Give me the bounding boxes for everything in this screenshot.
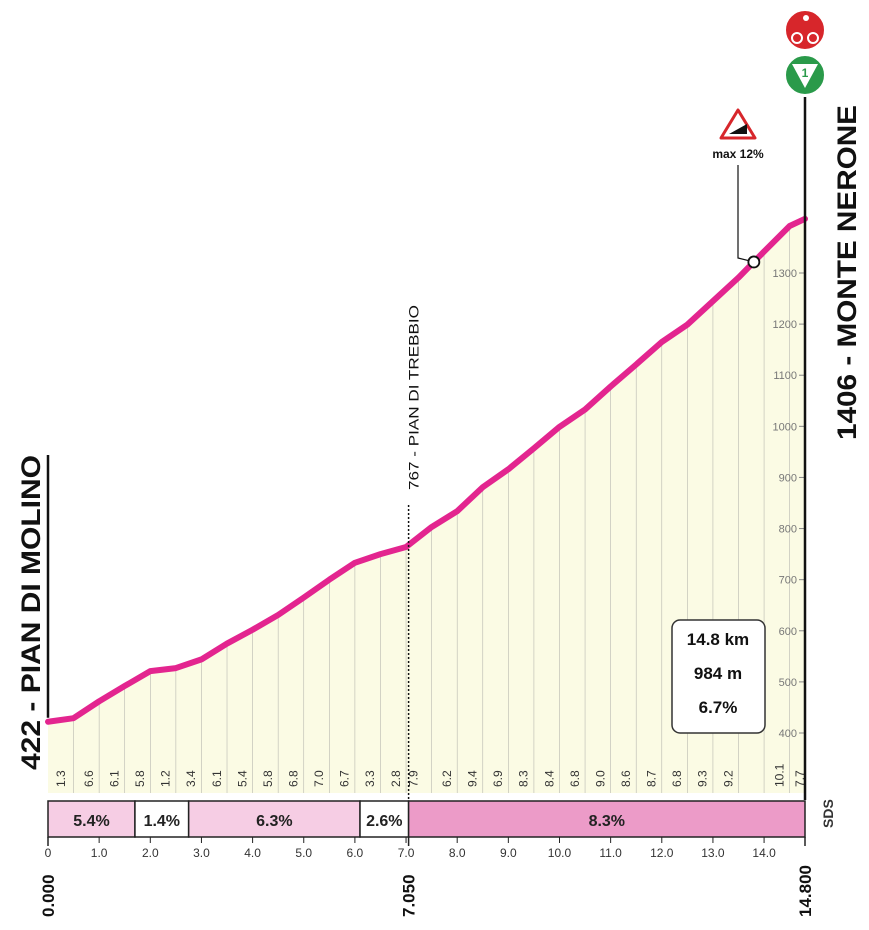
category: 1 — [802, 66, 809, 80]
x-tick-label: 14.0 — [752, 846, 776, 860]
gradient-label: 6.2 — [440, 770, 454, 787]
gradient-label: 7.0 — [312, 770, 326, 787]
gradient-label: 9.4 — [466, 770, 480, 787]
logo: SDS — [820, 799, 836, 828]
summary-text: 14.8 km — [687, 630, 749, 649]
category-triangle — [792, 64, 818, 88]
y-tick-label: 600 — [779, 626, 797, 638]
gradient-label: 8.7 — [645, 770, 659, 787]
gradient-label: 6.7 — [338, 770, 352, 787]
y-tick-label: 900 — [779, 472, 797, 484]
gradient-label: 7.9 — [407, 770, 421, 787]
gradient-label: 5.8 — [261, 770, 275, 787]
gradient-label: 5.8 — [133, 770, 147, 787]
gradient-label: 8.6 — [619, 770, 633, 787]
section-label: 1.4% — [144, 813, 180, 830]
gradient-label: 6.1 — [107, 770, 121, 787]
y-tick-label: 1100 — [773, 370, 797, 382]
y-tick-label: 800 — [779, 524, 797, 536]
km-marker-label: 7.050 — [400, 874, 419, 917]
start-label: 422 - PIAN DI MOLINO — [16, 455, 46, 770]
section — [47, 800, 136, 838]
gradient-label: 1.3 — [54, 770, 68, 787]
end-label: 1406 - MONTE NERONE — [832, 105, 862, 440]
wheel — [807, 32, 819, 44]
gradient-label: 3.4 — [184, 770, 198, 787]
section — [134, 800, 190, 838]
section-label: 8.3% — [589, 813, 625, 830]
y-tick-label: 400 — [779, 728, 797, 740]
gradient-label: 8.4 — [542, 770, 556, 787]
gradient-label: 6.8 — [287, 770, 301, 787]
x-tick-label: 2.0 — [142, 846, 159, 860]
y-tick-label: 700 — [779, 575, 797, 587]
section — [187, 800, 361, 838]
x-tick-label: 5.0 — [295, 846, 312, 860]
gradient-label: 2.8 — [389, 770, 403, 787]
waypoint-label: 767 - PIAN DI TREBBIO — [406, 305, 422, 490]
gradient-label: 9.3 — [696, 770, 710, 787]
annotation-text: max 12% — [712, 147, 764, 161]
gradient-label: 10.1 — [772, 763, 786, 787]
gradient-label: 9.0 — [593, 770, 607, 787]
x-tick-label: 0 — [45, 846, 52, 860]
profile-line — [45, 215, 808, 725]
wheel — [791, 32, 803, 44]
summary-text: 6.7% — [699, 698, 738, 717]
x-tick-label: 1.0 — [91, 846, 108, 860]
gradient-label: 6.8 — [568, 770, 582, 787]
km-marker-label: 14.800 — [796, 865, 815, 917]
annotation-leader — [737, 165, 754, 263]
section — [407, 800, 806, 838]
gradient-label: 3.3 — [363, 770, 377, 787]
x-tick-label: 7.0 — [398, 846, 415, 860]
rider — [803, 15, 809, 21]
summary-text: 984 m — [694, 664, 742, 683]
gradient-label: 1.2 — [159, 770, 173, 787]
x-tick-label: 10.0 — [548, 846, 572, 860]
gradient-label: 6.6 — [82, 770, 96, 787]
annotation-point — [747, 255, 761, 269]
gradient-label: 5.4 — [235, 770, 249, 787]
y-tick-label: 1300 — [773, 268, 797, 280]
section-label: 5.4% — [73, 813, 109, 830]
x-tick-label: 11.0 — [599, 846, 622, 860]
km-marker-label: 0.000 — [39, 874, 58, 917]
mountain-icon — [784, 9, 826, 51]
gradient-label: 7.7 — [793, 770, 807, 787]
gradient-label: 6.9 — [491, 770, 505, 787]
x-tick-label: 3.0 — [193, 846, 210, 860]
profile-area — [48, 218, 805, 794]
gradient-label: 8.3 — [517, 770, 531, 787]
gradient-label: 6.1 — [210, 770, 224, 787]
section-label: 2.6% — [366, 813, 402, 830]
y-tick-label: 500 — [779, 677, 797, 689]
x-tick-label: 9.0 — [500, 846, 517, 860]
gradient-label: 9.2 — [721, 770, 735, 787]
x-tick-label: 4.0 — [244, 846, 261, 860]
icons: 1 — [784, 9, 826, 96]
x-tick-label: 13.0 — [701, 846, 725, 860]
annotation-icon — [729, 124, 747, 134]
x-tick-label: 8.0 — [449, 846, 466, 860]
x-tick-label: 12.0 — [650, 846, 674, 860]
y-tick-label: 1200 — [773, 319, 797, 331]
section-label: 6.3% — [256, 813, 292, 830]
y-tick-label: 1000 — [773, 421, 797, 433]
summary-box — [671, 619, 766, 734]
x-tick-label: 6.0 — [347, 846, 364, 860]
gradient-label: 6.8 — [670, 770, 684, 787]
